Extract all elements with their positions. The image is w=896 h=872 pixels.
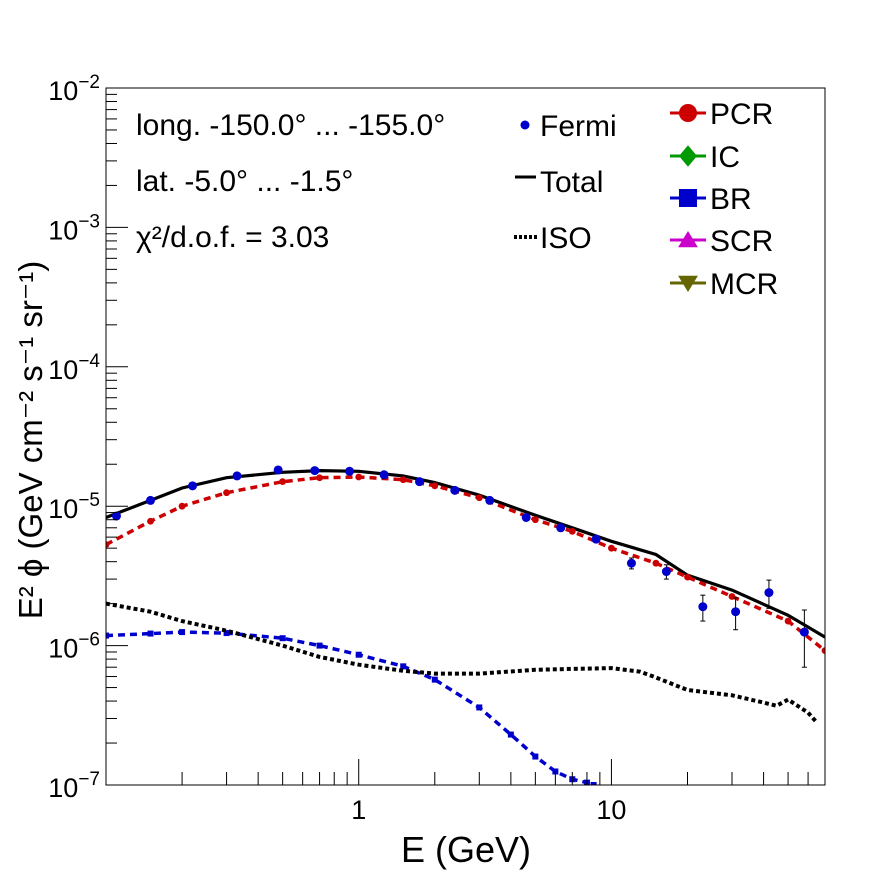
- series-point-pcr: [279, 478, 287, 486]
- y-tick-label-base: 10: [48, 355, 78, 385]
- fermi-point: [415, 477, 425, 487]
- series-point-pcr: [475, 494, 483, 502]
- legend-label-br: BR: [710, 183, 752, 216]
- fermi-point: [188, 481, 198, 491]
- y-tick-label-base: 10: [48, 76, 78, 106]
- legend-label-fermi: Fermi: [540, 110, 617, 143]
- series-point-pcr: [728, 593, 736, 600]
- series-point-br: [355, 651, 362, 658]
- fermi-point: [698, 602, 708, 612]
- fermi-point: [661, 567, 671, 577]
- fermi-point: [379, 470, 389, 480]
- series-point-pcr: [355, 473, 363, 481]
- series-point-br: [532, 753, 539, 760]
- y-tick-label: 10−7: [48, 769, 100, 803]
- legend-label-iso: ISO: [540, 222, 592, 255]
- fermi-point: [232, 471, 242, 481]
- series-point-br: [400, 663, 407, 670]
- legend-symbol-ic: [679, 145, 697, 167]
- y-tick-label-exponent: −3: [78, 211, 100, 232]
- series-point-pcr: [684, 573, 691, 581]
- y-tick-label: 10−2: [48, 72, 100, 106]
- series-point-pcr: [652, 559, 660, 567]
- series-point-pcr: [399, 476, 407, 484]
- series-point-pcr: [106, 541, 110, 549]
- legend-symbol-fermi: [520, 120, 530, 130]
- fermi-point: [521, 512, 531, 522]
- y-tick-label-base: 10: [48, 494, 78, 524]
- series-point-br: [552, 768, 559, 775]
- legend-symbol-pcr: [679, 104, 697, 122]
- series-point-br: [316, 642, 323, 649]
- y-axis-label: E² ϕ (GeV cm⁻² s⁻¹ sr⁻¹): [12, 261, 49, 620]
- series-point-br: [147, 630, 154, 637]
- series-point-br: [179, 629, 186, 636]
- series-line-br: [106, 630, 595, 785]
- y-tick-label: 10−5: [48, 490, 100, 524]
- series-point-pcr: [431, 482, 439, 490]
- fermi-point: [556, 523, 566, 533]
- legend-symbol-mcr: [678, 275, 698, 292]
- info-longitude: long. -150.0° ... -155.0°: [136, 109, 445, 142]
- info-chi2: χ²/d.o.f. = 3.03: [136, 221, 329, 254]
- series-point-pcr: [531, 516, 539, 524]
- legend-label-pcr: PCR: [710, 98, 773, 131]
- series-point-br: [507, 731, 514, 738]
- series-line-iso: [106, 601, 819, 725]
- y-tick-label: 10−6: [48, 630, 100, 664]
- fermi-point: [626, 558, 636, 568]
- series-point-br: [431, 676, 438, 683]
- legend-label-ic: IC: [710, 141, 740, 174]
- series-point-pcr: [568, 527, 576, 535]
- y-tick-label-exponent: −4: [78, 351, 100, 372]
- fermi-point: [591, 534, 601, 544]
- x-tick-label: 1: [351, 795, 366, 825]
- y-tick-label-exponent: −2: [78, 72, 100, 93]
- series-point-br: [279, 635, 286, 642]
- fermi-point: [111, 511, 121, 521]
- y-tick-label-base: 10: [48, 773, 78, 803]
- y-tick-label-exponent: −7: [78, 769, 100, 790]
- series-point-br: [106, 632, 109, 639]
- legend-symbol-scr: [678, 231, 698, 248]
- fermi-point: [345, 466, 355, 476]
- y-tick-label-base: 10: [48, 634, 78, 664]
- y-tick-label: 10−4: [48, 351, 100, 385]
- fermi-point: [273, 465, 283, 475]
- series-point-pcr: [178, 502, 186, 510]
- y-tick-label-base: 10: [48, 215, 78, 245]
- legend-label-scr: SCR: [710, 225, 773, 258]
- fermi-point: [731, 607, 741, 617]
- legend-label-mcr: MCR: [710, 268, 778, 301]
- y-tick-label-exponent: −5: [78, 490, 100, 511]
- legend-symbol-br: [679, 189, 697, 207]
- legend-label-total: Total: [540, 166, 603, 199]
- y-tick-label-exponent: −6: [78, 630, 100, 651]
- series-point-br: [476, 704, 483, 711]
- series-point-br: [590, 782, 597, 785]
- series-point-pcr: [147, 517, 154, 525]
- series-point-pcr: [608, 544, 615, 552]
- plot-frame: [105, 87, 826, 786]
- info-latitude: lat. -5.0° ... -1.5°: [136, 165, 353, 198]
- series-point-pcr: [821, 647, 825, 655]
- x-tick-label: 10: [596, 795, 626, 825]
- series-point-pcr: [223, 489, 230, 497]
- series-point-pcr: [316, 474, 323, 482]
- fermi-point: [764, 588, 774, 598]
- series-point-br: [223, 630, 230, 637]
- fermi-point: [450, 485, 460, 495]
- x-axis-label: E (GeV): [401, 829, 531, 870]
- series-point-pcr: [784, 617, 792, 625]
- fermi-point: [146, 495, 156, 505]
- fermi-point: [485, 495, 495, 505]
- fermi-point: [799, 627, 809, 637]
- y-tick-label: 10−3: [48, 211, 100, 245]
- fermi-point: [310, 466, 320, 476]
